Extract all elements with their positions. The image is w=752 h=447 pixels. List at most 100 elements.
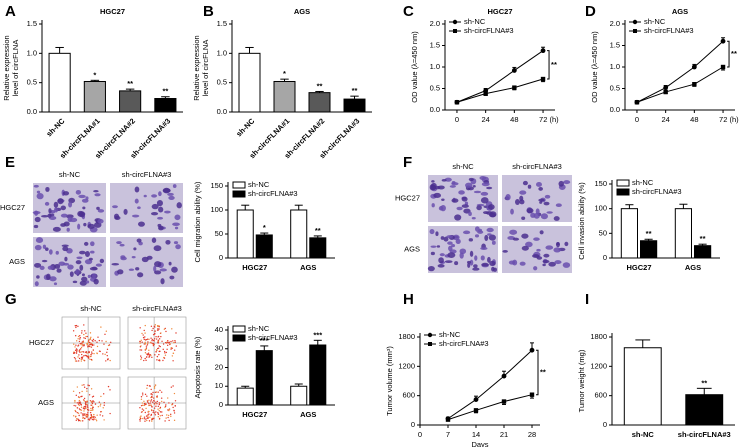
- event: [86, 387, 88, 390]
- cell: [479, 176, 487, 181]
- legend-swatch: [616, 188, 630, 196]
- bar: [236, 387, 254, 406]
- event: [145, 347, 148, 349]
- cell: [519, 261, 526, 266]
- event: [104, 333, 106, 336]
- event: [107, 385, 110, 388]
- cell: [77, 223, 81, 230]
- event: [144, 357, 146, 360]
- image-row-label: HGC27: [29, 338, 54, 347]
- cell: [128, 268, 135, 271]
- event: [150, 400, 152, 402]
- cell: [519, 195, 524, 202]
- cell: [546, 211, 553, 214]
- event: [143, 416, 146, 418]
- event: [90, 353, 92, 356]
- event: [171, 347, 173, 349]
- event: [89, 343, 91, 346]
- event: [80, 360, 83, 362]
- cell: [522, 180, 528, 186]
- cell: [553, 216, 560, 221]
- event: [147, 341, 149, 343]
- legend-label: sh-circFLNA#3: [464, 26, 514, 35]
- cell: [55, 250, 59, 255]
- event: [75, 344, 77, 346]
- cell: [538, 198, 545, 202]
- cell: [131, 214, 140, 218]
- event: [145, 359, 147, 362]
- point: [473, 397, 479, 402]
- cell: [97, 218, 104, 224]
- event: [100, 395, 102, 398]
- bar: [308, 92, 331, 113]
- event: [155, 391, 158, 393]
- event: [84, 413, 86, 415]
- event: [145, 403, 147, 405]
- event: [97, 406, 100, 408]
- cell: [52, 226, 61, 232]
- event: [84, 337, 87, 340]
- cell: [510, 208, 514, 215]
- cell: [467, 260, 472, 264]
- legend-marker: [453, 29, 457, 33]
- event: [150, 414, 152, 417]
- x-tick-label: AGS: [685, 263, 701, 272]
- event: [164, 341, 167, 344]
- event: [140, 339, 142, 341]
- event: [87, 340, 90, 342]
- event: [166, 414, 168, 416]
- panel-letter: B: [203, 3, 214, 20]
- bar: [290, 209, 308, 259]
- event: [80, 409, 83, 411]
- series-line: [456, 50, 544, 103]
- cell: [174, 214, 181, 221]
- cell: [487, 233, 492, 236]
- cell: [489, 260, 496, 267]
- event: [90, 413, 92, 416]
- event: [90, 355, 92, 357]
- event: [92, 338, 95, 341]
- cell: [114, 215, 121, 221]
- cell: [91, 273, 97, 279]
- event: [165, 330, 167, 333]
- cell: [134, 186, 140, 193]
- panel-letter: H: [403, 291, 414, 308]
- event: [95, 418, 97, 421]
- event: [142, 394, 144, 396]
- event: [170, 340, 172, 343]
- event: [76, 411, 78, 414]
- event: [82, 343, 84, 346]
- event: [140, 404, 143, 407]
- chart-title: HGC27: [100, 7, 125, 16]
- event: [80, 406, 83, 409]
- event: [156, 396, 158, 398]
- event: [155, 338, 158, 340]
- cell: [471, 216, 476, 220]
- event: [99, 405, 101, 407]
- event: [144, 336, 146, 338]
- cell: [533, 266, 538, 271]
- event: [153, 340, 155, 342]
- event: [147, 401, 149, 403]
- event: [91, 396, 94, 398]
- cell: [67, 216, 73, 223]
- point: [720, 64, 726, 70]
- cell: [469, 259, 474, 266]
- cell: [533, 212, 540, 219]
- event: [139, 346, 142, 348]
- event: [171, 355, 174, 357]
- cell: [45, 186, 50, 192]
- event: [86, 335, 89, 338]
- cell: [94, 193, 101, 197]
- bar: [343, 98, 366, 113]
- event: [140, 349, 143, 351]
- event: [84, 417, 86, 420]
- event: [156, 395, 158, 397]
- bar: [48, 52, 71, 113]
- cell: [172, 222, 180, 227]
- series-line: [456, 78, 544, 103]
- event: [75, 415, 77, 418]
- cell: [85, 280, 90, 284]
- x-tick-label: sh-NC: [234, 116, 256, 138]
- image-row-label: AGS: [9, 257, 25, 266]
